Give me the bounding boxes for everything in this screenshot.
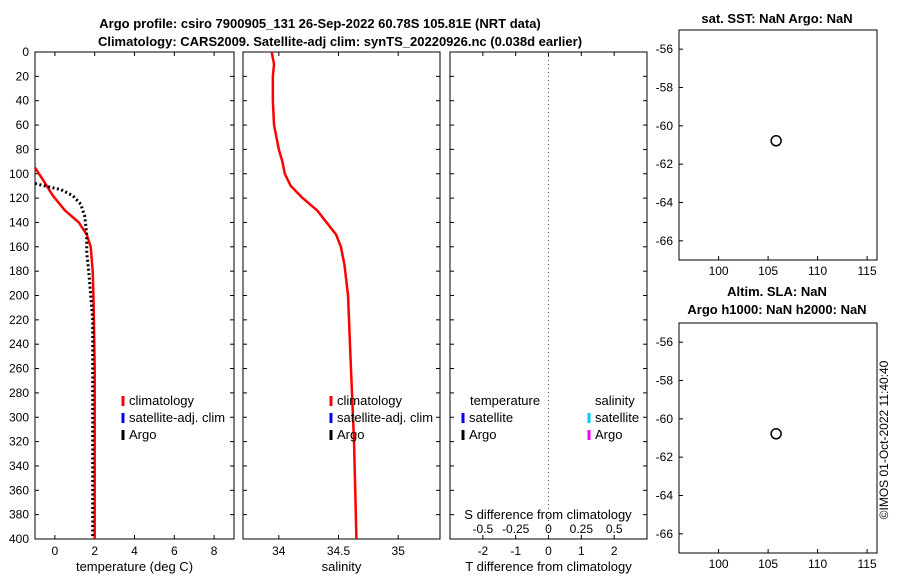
- sla_map-ytick-label: -62: [656, 450, 674, 464]
- salinity-xtick-label: 34: [272, 544, 286, 558]
- depth-tick-label: 240: [9, 337, 29, 351]
- salinity-climatology-line: [270, 51, 358, 540]
- temperature-legend-item: Argo: [129, 427, 156, 442]
- sla_map-profile-location-point: [770, 428, 782, 440]
- sst_map-ytick-label: -66: [656, 234, 674, 248]
- difference-xtick-label: -2: [477, 544, 488, 558]
- sst_map-ytick-label: -56: [656, 42, 674, 56]
- sst_map-xtick-label: 110: [808, 264, 827, 278]
- salinity-xlabel: salinity: [322, 559, 362, 574]
- temperature-xlabel: temperature (deg C): [76, 559, 193, 574]
- depth-tick-label: 120: [9, 191, 29, 205]
- depth-tick-label: 360: [9, 483, 29, 497]
- sst_map-xtick-label: 105: [758, 264, 778, 278]
- difference-x2tick-label: -0.25: [502, 522, 530, 536]
- sst-map-title: sat. SST: NaN Argo: NaN: [701, 11, 852, 26]
- temperature-argo-line: [34, 182, 95, 539]
- sst_map-ytick-label: -64: [656, 196, 674, 210]
- depth-tick-label: 320: [9, 435, 29, 449]
- difference-legend-s-header: salinity: [595, 393, 635, 408]
- difference-xtick-label: -1: [510, 544, 521, 558]
- salinity-legend-item: Argo: [337, 427, 364, 442]
- depth-tick-label: 220: [9, 313, 29, 327]
- sla_map-panel-frame: [678, 322, 878, 554]
- depth-tick-label: 280: [9, 386, 29, 400]
- depth-tick-label: 100: [9, 167, 29, 181]
- difference-x2tick-label: 0.5: [606, 522, 623, 536]
- depth-tick-label: 340: [9, 459, 29, 473]
- plot-layer: 0 2 4 6 8 temperature (deg C) 34 34.5 35 salinity…: [9, 29, 878, 574]
- sla_map-xtick-label: 100: [709, 557, 729, 571]
- difference-legend-t-header: temperature: [470, 393, 540, 408]
- difference-xtick-label: 1: [578, 544, 585, 558]
- sla-map-subtitle: Argo h1000: NaN h2000: NaN: [687, 302, 866, 317]
- temperature-xtick-label: 4: [131, 544, 138, 558]
- depth-tick-label: 400: [9, 532, 29, 546]
- sst_map-ytick-label: -60: [656, 119, 674, 133]
- sst_map-ytick-label: -58: [656, 81, 674, 95]
- difference-legend-t-item: Argo: [469, 427, 496, 442]
- depth-tick-label: 40: [16, 94, 30, 108]
- title-line-1: Argo profile: csiro 7900905_131 26-Sep-2…: [99, 16, 541, 31]
- difference-xtick-label: 2: [611, 544, 618, 558]
- sst_map-ytick-label: -62: [656, 157, 674, 171]
- temperature-legend-item: satellite-adj. clim: [129, 410, 225, 425]
- temperature-legend-item: climatology: [129, 393, 195, 408]
- difference-legend-s-item: Argo: [595, 427, 622, 442]
- sst_map-panel-frame: [678, 29, 878, 261]
- depth-tick-label: 380: [9, 508, 29, 522]
- difference-x2label: S difference from climatology: [464, 507, 632, 522]
- temperature-xtick-label: 0: [52, 544, 59, 558]
- salinity-legend-item: satellite-adj. clim: [337, 410, 433, 425]
- title-line-2: Climatology: CARS2009. Satellite-adj cli…: [98, 34, 582, 49]
- difference-legend-s-item: satellite: [595, 410, 639, 425]
- sst_map-xtick-label: 115: [858, 264, 877, 278]
- depth-tick-label: 20: [16, 69, 30, 83]
- sla_map-ytick-label: -64: [656, 489, 674, 503]
- difference-x2tick-label: -0.5: [472, 522, 493, 536]
- sla_map-ytick-label: -60: [656, 412, 674, 426]
- depth-tick-label: 140: [9, 215, 29, 229]
- depth-tick-label: 180: [9, 264, 29, 278]
- temperature-xtick-label: 8: [211, 544, 218, 558]
- salinity-panel-frame: [242, 51, 441, 540]
- temperature-climatology-line: [33, 166, 96, 539]
- salinity-legend-item: climatology: [337, 393, 403, 408]
- sla_map-xtick-label: 115: [858, 557, 877, 571]
- depth-tick-label: 0: [22, 45, 29, 59]
- imos-watermark: ©IMOS 01-Oct-2022 11:40:40: [877, 360, 891, 519]
- temperature-xtick-label: 2: [91, 544, 98, 558]
- depth-tick-label: 160: [9, 240, 29, 254]
- difference-x2tick-label: 0.25: [570, 522, 594, 536]
- sla_map-ytick-label: -58: [656, 374, 674, 388]
- sla_map-ytick-label: -66: [656, 527, 674, 541]
- sst_map-xtick-label: 100: [709, 264, 729, 278]
- salinity-xtick-label: 34.5: [327, 544, 351, 558]
- difference-panel-frame: [449, 51, 648, 540]
- sla_map-xtick-label: 105: [758, 557, 778, 571]
- sla-map-title: Altim. SLA: NaN: [727, 284, 827, 299]
- sst_map-profile-location-point: [770, 135, 782, 147]
- difference-xtick-label: 0: [545, 544, 552, 558]
- depth-tick-label: 300: [9, 410, 29, 424]
- depth-tick-label: 200: [9, 289, 29, 303]
- salinity-xtick-label: 35: [392, 544, 406, 558]
- sla_map-xtick-label: 110: [808, 557, 827, 571]
- depth-tick-label: 60: [16, 118, 30, 132]
- depth-tick-label: 80: [16, 142, 30, 156]
- depth-tick-label: 260: [9, 362, 29, 376]
- difference-legend-t-item: satellite: [469, 410, 513, 425]
- sla_map-ytick-label: -56: [656, 335, 674, 349]
- difference-x2tick-label: 0: [545, 522, 552, 536]
- temperature-panel-frame: [34, 51, 235, 540]
- temperature-xtick-label: 6: [171, 544, 178, 558]
- difference-xlabel: T difference from climatology: [465, 559, 632, 574]
